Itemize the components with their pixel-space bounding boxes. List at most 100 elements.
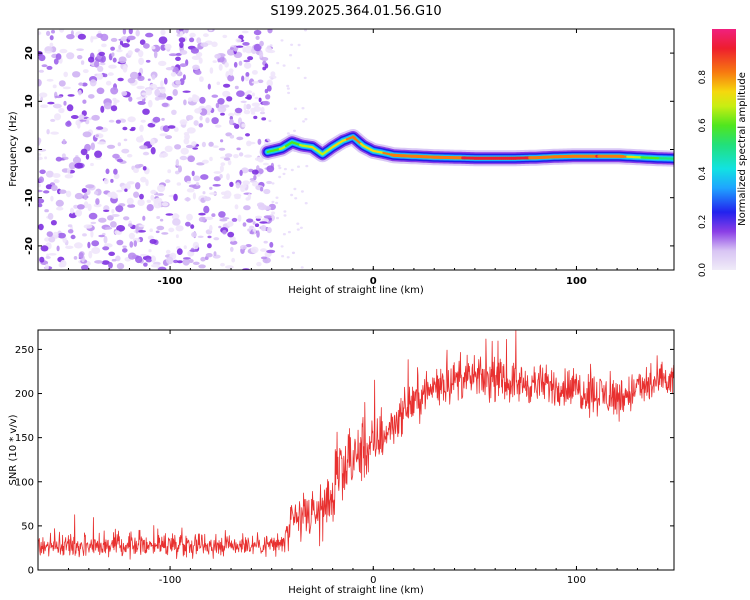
- noise-blob: [106, 144, 116, 149]
- noise-blob: [230, 246, 234, 252]
- noise-blob: [236, 90, 245, 97]
- noise-blob: [74, 192, 84, 200]
- noise-blob: [176, 260, 183, 264]
- noise-blob: [105, 80, 112, 86]
- snr-x-tick-label: 0: [370, 575, 376, 586]
- noise-blob: [90, 142, 96, 151]
- noise-blob: [139, 145, 148, 150]
- noise-blob: [188, 97, 193, 102]
- noise-blob: [59, 29, 65, 33]
- noise-blob: [187, 155, 195, 163]
- noise-blob: [278, 175, 282, 179]
- snr-x-tick-label: 100: [567, 575, 586, 586]
- noise-blob: [90, 221, 97, 225]
- noise-blob: [165, 179, 171, 184]
- noise-blob: [184, 197, 191, 202]
- noise-blob: [66, 104, 74, 112]
- noise-blob: [190, 47, 199, 54]
- noise-blob: [103, 178, 109, 185]
- noise-blob: [293, 107, 297, 110]
- noise-blob: [267, 45, 271, 48]
- snr-y-tick-label: 100: [15, 477, 34, 488]
- noise-blob: [127, 116, 136, 123]
- noise-blob: [45, 184, 53, 190]
- noise-blob: [93, 191, 99, 195]
- noise-blob: [260, 186, 264, 192]
- noise-blob: [182, 258, 190, 266]
- noise-blob: [67, 94, 75, 97]
- noise-blob: [178, 165, 182, 173]
- noise-blob: [251, 70, 258, 75]
- noise-blob: [179, 63, 187, 68]
- noise-blob: [87, 203, 92, 212]
- noise-blob: [222, 217, 230, 220]
- noise-blob: [242, 180, 250, 185]
- noise-blob: [199, 76, 204, 82]
- noise-blob: [227, 74, 235, 82]
- noise-blob: [44, 263, 49, 270]
- noise-blob: [183, 245, 187, 250]
- heatmap-y-ticks: -20 -10 0 10 20: [24, 46, 674, 255]
- noise-blob: [250, 107, 257, 113]
- noise-blob: [148, 249, 152, 253]
- noise-blob: [137, 230, 146, 233]
- noise-blob: [122, 245, 127, 248]
- noise-blob: [251, 92, 255, 97]
- noise-blob: [244, 154, 252, 158]
- noise-blob: [194, 70, 202, 75]
- noise-blob: [50, 220, 57, 226]
- noise-blob: [50, 195, 54, 202]
- noise-blob: [137, 199, 145, 206]
- noise-blob: [94, 260, 103, 264]
- noise-blob: [259, 40, 264, 47]
- noise-blob: [135, 29, 140, 37]
- noise-blob: [161, 232, 169, 235]
- noise-blob: [172, 89, 178, 96]
- noise-blob: [81, 82, 88, 87]
- noise-blob: [186, 114, 194, 121]
- noise-blob: [209, 186, 213, 190]
- noise-blob: [110, 178, 114, 183]
- noise-blob: [244, 45, 254, 54]
- noise-blob: [78, 89, 82, 96]
- noise-blob: [208, 29, 213, 32]
- noise-blob: [216, 81, 221, 86]
- noise-blob: [38, 223, 44, 231]
- noise-blob: [115, 205, 124, 213]
- noise-blob: [231, 257, 236, 263]
- noise-blob: [44, 51, 53, 54]
- noise-blob: [247, 228, 252, 232]
- noise-blob: [222, 90, 231, 98]
- noise-blob: [139, 39, 146, 45]
- noise-blob: [62, 86, 71, 90]
- noise-blob: [83, 192, 88, 201]
- noise-blob: [38, 54, 46, 62]
- noise-blob: [211, 94, 219, 98]
- noise-blob: [241, 75, 245, 82]
- noise-blob: [156, 216, 161, 219]
- noise-blob: [81, 188, 88, 193]
- noise-blob: [213, 251, 217, 256]
- noise-blob: [124, 188, 128, 192]
- noise-blob: [67, 229, 74, 234]
- noise-blob: [267, 29, 273, 34]
- snr-series-line: [38, 330, 674, 560]
- noise-blob: [280, 39, 284, 42]
- noise-blob: [48, 236, 56, 243]
- noise-blob: [56, 206, 64, 211]
- noise-blob: [76, 48, 84, 51]
- noise-blob: [242, 46, 246, 53]
- noise-blob: [46, 129, 50, 135]
- snr-y-axis-label: SNR (10 * v/v): [8, 414, 19, 485]
- noise-blob: [194, 108, 203, 114]
- noise-blob: [297, 66, 300, 70]
- noise-blob: [78, 252, 84, 259]
- noise-blob: [192, 64, 200, 71]
- heatmap-x-tick-label: -100: [158, 276, 183, 287]
- noise-blob: [154, 96, 160, 101]
- noise-blob: [167, 169, 172, 174]
- noise-blob: [73, 256, 78, 260]
- noise-blob: [110, 87, 119, 95]
- snr-y-ticks: 0 50 100 150 200 250: [15, 345, 674, 577]
- noise-blob: [101, 43, 107, 48]
